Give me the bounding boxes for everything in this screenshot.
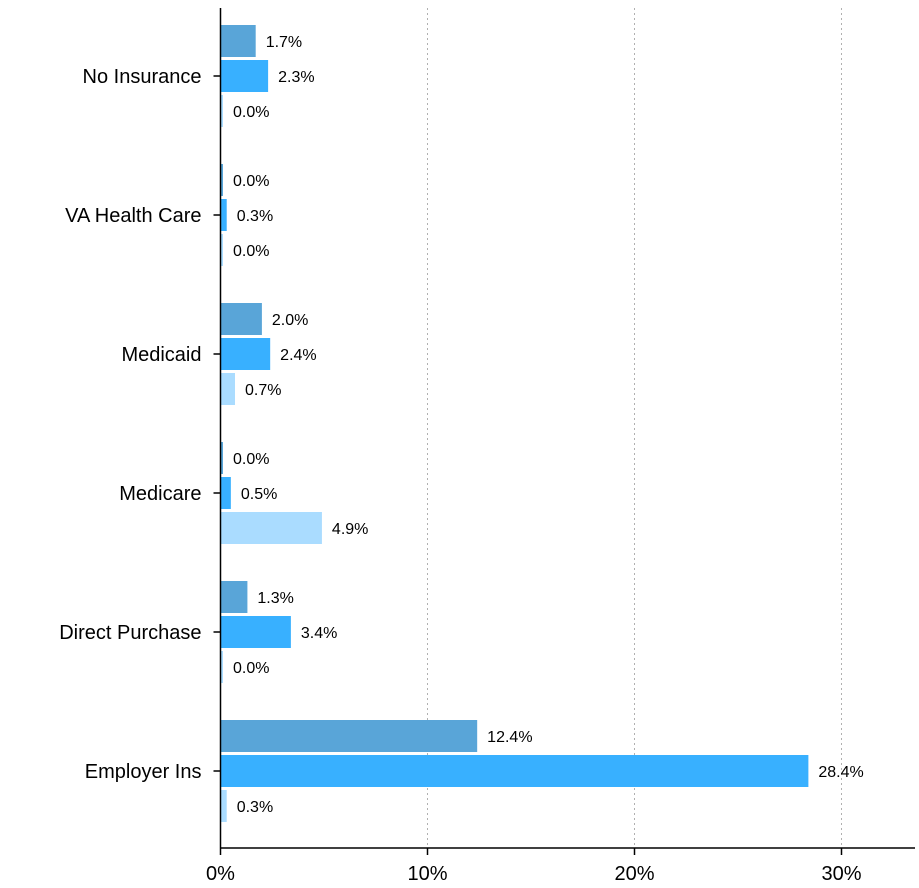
data-label: 3.4% <box>301 625 337 642</box>
bar <box>220 95 223 127</box>
data-labels: 1.7% 2.3% 0.0% 0.0% 0.3% 0.0% 2.0% 2.4% 0.7% 0.0%… <box>233 34 864 816</box>
data-label: 0.5% <box>241 486 277 503</box>
data-label: 2.0% <box>272 312 308 329</box>
bar <box>220 164 223 196</box>
data-label: 0.0% <box>233 243 269 260</box>
data-label: 1.3% <box>257 590 293 607</box>
data-label: 28.4% <box>818 764 863 781</box>
data-label: 0.0% <box>233 660 269 677</box>
bar <box>220 755 809 787</box>
category-label: No Insurance <box>83 66 202 88</box>
bars <box>220 25 809 822</box>
data-label: 0.0% <box>233 104 269 121</box>
x-tick-label: 30% <box>821 863 861 885</box>
data-label: 12.4% <box>487 729 532 746</box>
bar <box>220 303 262 335</box>
bar <box>220 199 227 231</box>
data-label: 0.3% <box>237 208 273 225</box>
data-label: 4.9% <box>332 521 368 538</box>
grid-lines <box>427 8 842 848</box>
data-label: 0.7% <box>245 382 281 399</box>
bar <box>220 720 478 752</box>
category-label: VA Health Care <box>65 205 201 227</box>
data-label: 1.7% <box>266 34 302 51</box>
data-label: 0.0% <box>233 173 269 190</box>
bar <box>220 60 269 92</box>
category-label: Medicare <box>119 483 201 505</box>
x-tick-label: 10% <box>407 863 447 885</box>
bar <box>220 790 227 822</box>
data-label: 2.3% <box>278 69 314 86</box>
bar <box>220 373 235 405</box>
bar <box>220 442 223 474</box>
data-label: 2.4% <box>280 347 316 364</box>
bar <box>220 477 231 509</box>
data-label: 0.3% <box>237 799 273 816</box>
category-label: Medicaid <box>121 344 201 366</box>
category-label: Employer Ins <box>85 761 202 783</box>
x-tick-label: 20% <box>614 863 654 885</box>
bar <box>220 25 256 57</box>
bar <box>220 512 322 544</box>
bar <box>220 616 291 648</box>
x-axis: 0% 10% 20% 30% <box>206 847 915 885</box>
y-axis: No Insurance VA Health Care Medicaid Medica… <box>59 8 222 848</box>
x-tick-label: 0% <box>206 863 235 885</box>
bar <box>220 581 248 613</box>
category-label: Direct Purchase <box>59 622 201 644</box>
bar <box>220 651 223 683</box>
bar <box>220 338 271 370</box>
bar <box>220 234 223 266</box>
data-label: 0.0% <box>233 451 269 468</box>
